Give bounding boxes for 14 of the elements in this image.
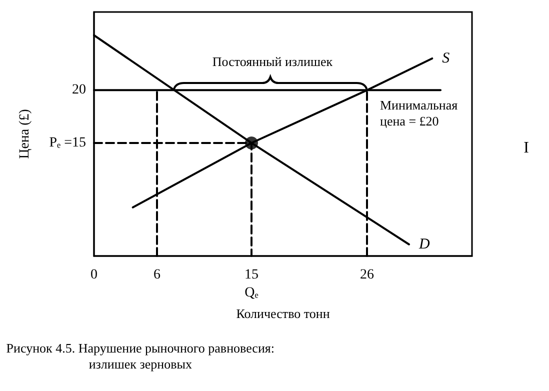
series-label: S (442, 50, 450, 66)
text: I (524, 140, 529, 156)
annotation: Минимальная цена = £20 (380, 98, 458, 128)
y-tick-label: 20 (72, 82, 86, 98)
text: Рисунок 4.5. Нарушение рыночного равновесия: излишек зерновых (6, 340, 275, 372)
x-axis-title: Количество тонн (236, 306, 330, 321)
x-tick-label: 15 Qₑ (244, 268, 259, 300)
annotation: Постоянный излишек (212, 54, 334, 70)
y-axis-title: Цена (£) (18, 108, 32, 159)
x-tick-label: 26 (360, 268, 374, 282)
series-label: D (418, 236, 430, 252)
x-tick-label: 6 (154, 268, 160, 282)
x-tick-label: 0 (90, 268, 98, 282)
y-tick-label: Pₑ =15 (49, 135, 86, 150)
